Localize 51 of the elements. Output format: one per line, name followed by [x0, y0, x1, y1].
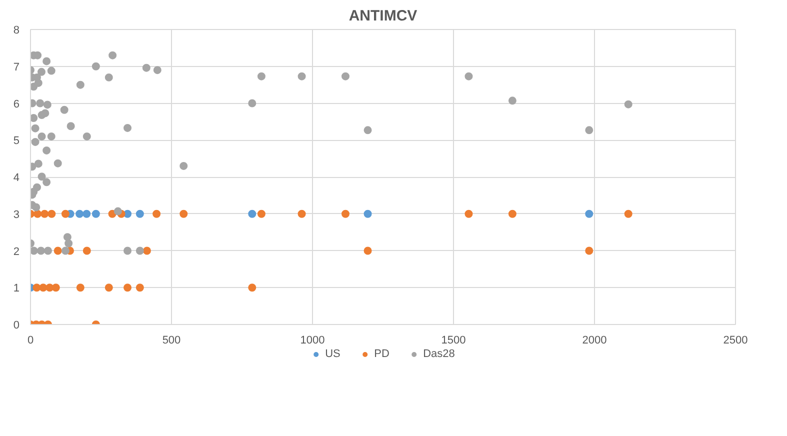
point: [76, 284, 84, 292]
point: [32, 284, 41, 292]
point: [136, 210, 144, 218]
y-tick-label: 6: [13, 98, 20, 110]
point: [82, 210, 91, 218]
y-tick-label: 2: [13, 246, 20, 258]
point: [364, 210, 372, 218]
point: [298, 210, 306, 218]
point: [40, 210, 49, 218]
point: [464, 210, 473, 218]
y-tick-label: 0: [13, 320, 20, 332]
point: [82, 246, 91, 255]
y-tick-label: 5: [13, 135, 20, 148]
point: [180, 210, 188, 218]
legend-label: Das28: [423, 348, 455, 360]
y-tick-label: 8: [13, 24, 20, 36]
point: [136, 284, 144, 292]
point: [52, 284, 60, 292]
point: [364, 246, 372, 255]
point: [76, 210, 84, 218]
point: [61, 210, 70, 218]
point: [624, 210, 632, 218]
point: [142, 246, 151, 255]
x-tick-label: 0: [27, 334, 34, 346]
point: [152, 210, 161, 218]
x-tick-label: 1500: [441, 334, 466, 346]
y-tick-label: 1: [13, 282, 20, 295]
point: [585, 210, 594, 218]
point: [124, 284, 132, 292]
point: [508, 210, 516, 218]
x-tick-label: 1000: [300, 334, 325, 346]
point: [104, 284, 113, 292]
point: [34, 210, 42, 218]
point: [54, 246, 62, 255]
point: [257, 210, 266, 218]
point: [39, 284, 48, 292]
y-tick-label: 7: [13, 61, 20, 74]
x-tick-label: 500: [162, 334, 181, 346]
point: [248, 210, 256, 218]
point: [341, 210, 350, 218]
point: [92, 210, 100, 218]
legend-label: US: [325, 348, 342, 360]
x-tick-label: 2000: [582, 334, 607, 346]
point: [585, 246, 594, 255]
x-tick-label: 2500: [723, 334, 748, 346]
legend-label: PD: [374, 348, 390, 360]
chart-title: ANTIMCV: [348, 8, 418, 24]
y-tick-label: 4: [13, 172, 20, 184]
point: [48, 210, 56, 218]
point: [248, 284, 256, 292]
y-tick-label: 3: [13, 208, 20, 221]
